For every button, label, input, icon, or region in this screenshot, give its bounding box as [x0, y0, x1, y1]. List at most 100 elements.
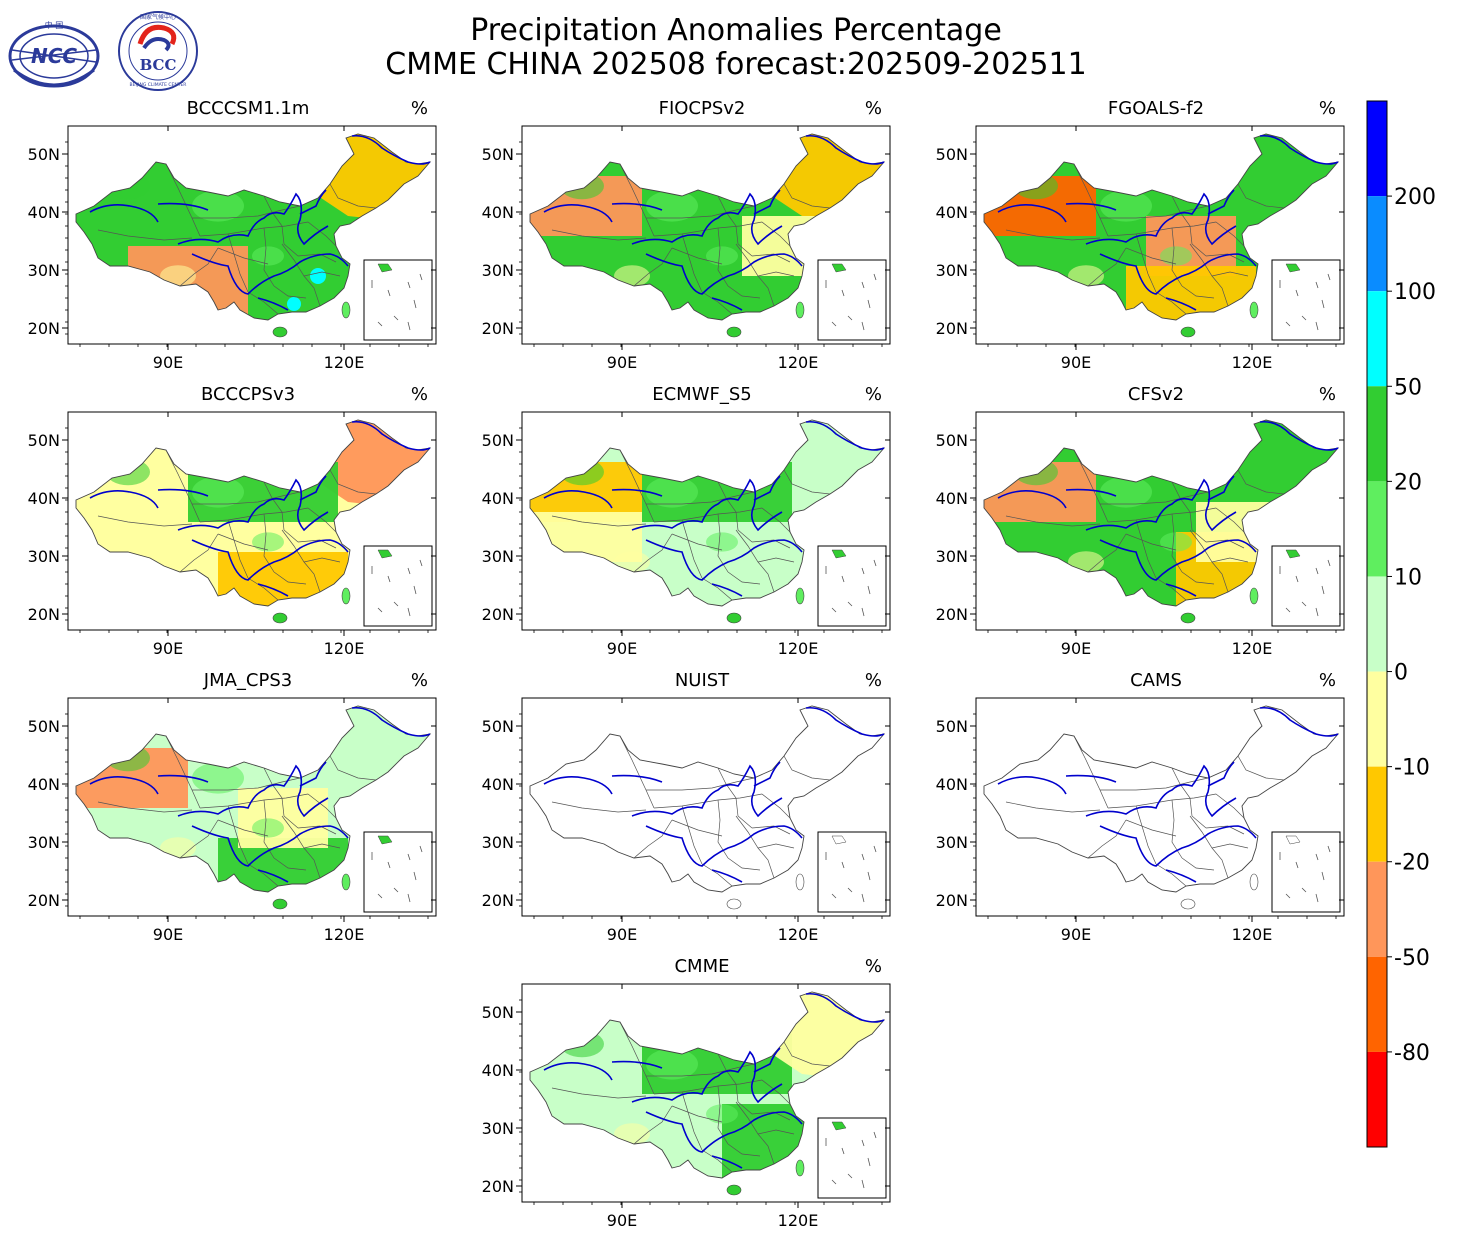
- south-china-sea-inset: [363, 545, 433, 627]
- hainan-island: [726, 898, 742, 910]
- colorbar-segment: [1367, 386, 1387, 482]
- hainan-island: [1180, 612, 1196, 624]
- anomaly-patch: [706, 532, 738, 552]
- y-tick-label: 50N: [936, 145, 968, 164]
- x-tick-label: 120E: [1232, 639, 1273, 658]
- anomaly-patch: [646, 190, 698, 222]
- panel-unit: %: [1319, 98, 1336, 119]
- y-tick-label: 40N: [482, 203, 514, 222]
- panel-title: CAMS: [1130, 670, 1182, 691]
- ncc-logo-text: NCC: [31, 44, 77, 68]
- y-tick-label: 30N: [28, 547, 60, 566]
- x-tick-label: 90E: [153, 925, 183, 944]
- taiwan-island: [795, 301, 805, 319]
- map-panel: NUIST % 90E 120E 50N 40N 30N 20N: [482, 670, 891, 944]
- country-outline: [75, 133, 432, 321]
- province-borders: [97, 735, 377, 887]
- panel-unit: %: [411, 98, 428, 119]
- taiwan-island: [795, 1159, 805, 1177]
- anomaly-patch: [192, 190, 244, 222]
- y-tick-label: 20N: [936, 891, 968, 910]
- country-outline: [529, 133, 886, 321]
- anomaly-patch: [706, 246, 738, 266]
- x-tick-label: 120E: [1232, 925, 1273, 944]
- y-tick-label: 20N: [482, 605, 514, 624]
- country-outline: [983, 133, 1340, 321]
- panel-unit: %: [1319, 670, 1336, 691]
- x-tick-label: 90E: [607, 639, 637, 658]
- y-tick-label: 30N: [936, 261, 968, 280]
- colorbar-segment: [1367, 1051, 1387, 1147]
- map-panel: BCCCPSv3 % 90E 120E 50N 40N 30N 20N: [28, 384, 437, 658]
- country-outline: [529, 419, 886, 607]
- colorbar-label: 200: [1394, 185, 1436, 210]
- south-china-sea-inset: [817, 831, 887, 913]
- country-outline: [529, 705, 886, 893]
- y-tick-label: 20N: [482, 319, 514, 338]
- province-borders: [551, 163, 831, 315]
- colorbar-label: 100: [1394, 280, 1436, 305]
- colorbar-label: 20: [1394, 470, 1422, 495]
- rivers: [89, 134, 431, 311]
- colorbar-segment: [1367, 101, 1387, 197]
- y-tick-label: 20N: [482, 1177, 514, 1196]
- y-tick-label: 40N: [482, 775, 514, 794]
- y-tick-label: 30N: [482, 547, 514, 566]
- rivers: [89, 420, 431, 597]
- colorbar-label: -80: [1394, 1041, 1430, 1066]
- panel-unit: %: [411, 384, 428, 405]
- y-tick-label: 30N: [482, 261, 514, 280]
- taiwan-island: [1249, 301, 1259, 319]
- y-tick-label: 30N: [936, 833, 968, 852]
- map-panel: FIOCPSv2 % 90E 120E 50N 40N 30N 20N: [482, 98, 891, 372]
- figure-title: Precipitation Anomalies Percentage CMME …: [300, 14, 1172, 82]
- map-panel: CAMS % 90E 120E 50N 40N 30N 20N: [936, 670, 1345, 944]
- y-tick-label: 40N: [28, 489, 60, 508]
- x-tick-label: 120E: [778, 353, 819, 372]
- colorbar-label: -50: [1394, 946, 1430, 971]
- y-tick-label: 50N: [482, 1003, 514, 1022]
- hainan-island: [272, 612, 288, 624]
- colorbar-segment: [1367, 671, 1387, 767]
- x-tick-label: 120E: [324, 353, 365, 372]
- y-tick-label: 50N: [936, 431, 968, 450]
- hainan-island: [272, 898, 288, 910]
- panel-title: CFSv2: [1128, 384, 1184, 405]
- panel-unit: %: [1319, 384, 1336, 405]
- x-tick-label: 120E: [324, 639, 365, 658]
- rivers: [543, 134, 885, 311]
- y-tick-label: 20N: [28, 891, 60, 910]
- hainan-island: [726, 326, 742, 338]
- rivers: [543, 706, 885, 883]
- x-tick-label: 90E: [607, 353, 637, 372]
- y-tick-label: 20N: [936, 605, 968, 624]
- panel-title: CMME: [674, 956, 729, 977]
- country-outline: [529, 991, 886, 1179]
- y-tick-label: 40N: [28, 203, 60, 222]
- map-panels: BCCCSM1.1m % 90E 120E 50N 40N 30N 20N FIOCPSv2 % 9…: [28, 98, 1345, 1230]
- province-borders: [1005, 449, 1285, 601]
- colorbar-segment: [1367, 956, 1387, 1052]
- y-tick-label: 50N: [482, 431, 514, 450]
- country-outline: [75, 705, 432, 893]
- x-tick-label: 90E: [607, 925, 637, 944]
- bcc-logo-ring-text: BEIJING CLIMATE CENTER: [130, 82, 187, 88]
- anomaly-patch: [192, 476, 244, 508]
- bcc-logo-top-text: 国家气候中心: [140, 13, 176, 21]
- colorbar-label: 0: [1394, 661, 1408, 686]
- hainan-island: [1180, 326, 1196, 338]
- map-panel: JMA_CPS3 % 90E 120E 50N 40N 30N 20N: [28, 670, 437, 944]
- x-tick-label: 120E: [1232, 353, 1273, 372]
- colorbar-label: -20: [1394, 851, 1430, 876]
- map-panel: ECMWF_S5 % 90E 120E 50N 40N 30N 20N: [482, 384, 891, 658]
- map-panel: CMME % 90E 120E 50N 40N 30N 20N: [482, 956, 891, 1230]
- logos: NCC 中 国 BCC BEIJING CLIMATE CENTER 国家气候中…: [8, 11, 198, 91]
- taiwan-island: [341, 587, 351, 605]
- y-tick-label: 50N: [28, 717, 60, 736]
- rivers: [543, 420, 885, 597]
- figure-title-line2: CMME CHINA 202508 forecast:202509-202511: [385, 47, 1087, 82]
- anomaly-patch: [287, 297, 301, 311]
- rivers: [543, 992, 885, 1169]
- x-tick-label: 90E: [607, 1211, 637, 1230]
